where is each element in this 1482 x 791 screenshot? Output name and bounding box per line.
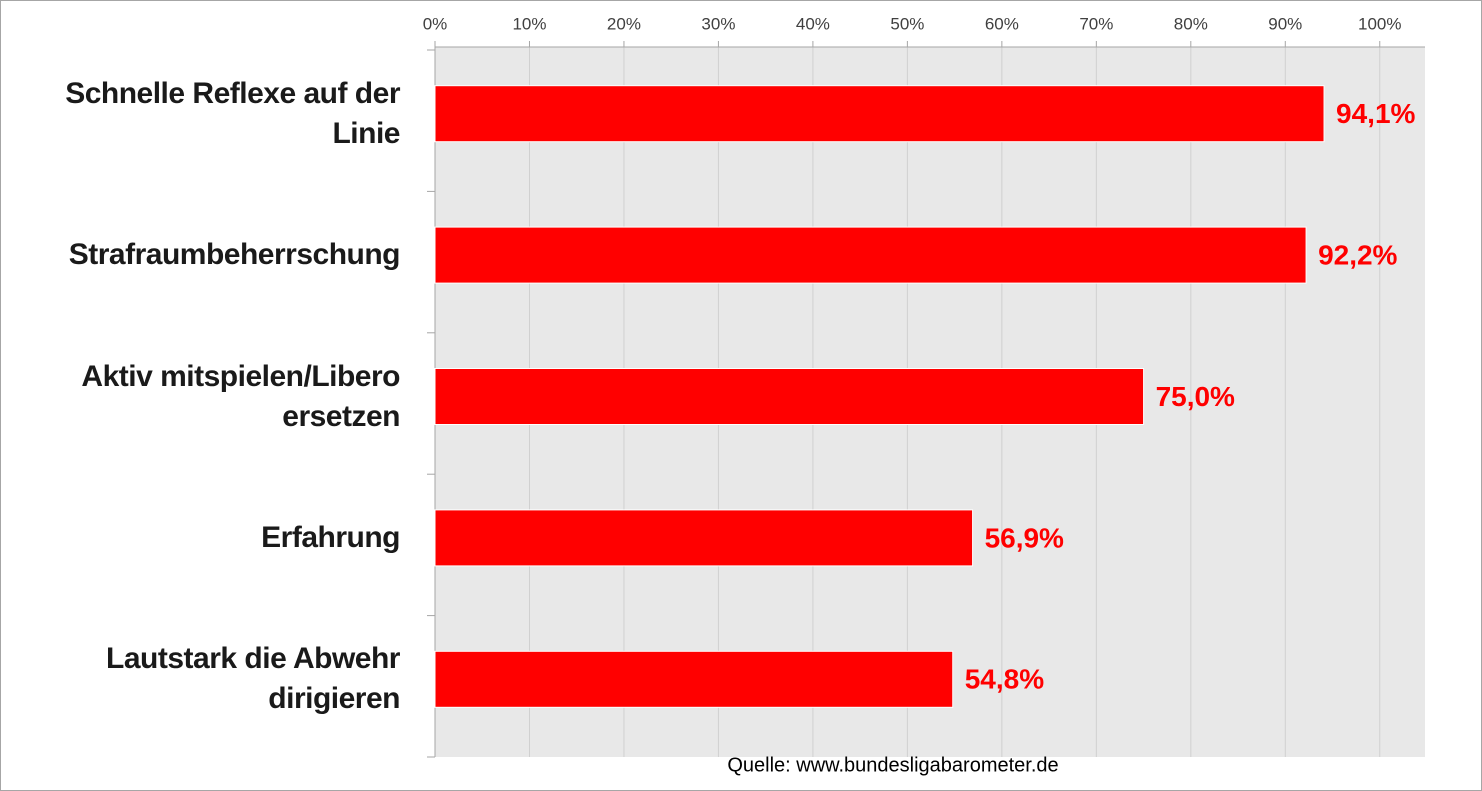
category-label: Strafraumbeherrschung (68, 238, 401, 272)
x-tick-label: 40% (796, 14, 830, 33)
category-label: Erfahrung (261, 520, 400, 554)
data-label: 54,8% (965, 664, 1044, 695)
x-tick-label: 90% (1268, 14, 1302, 33)
x-tick-label: 30% (701, 14, 735, 33)
data-label: 92,2% (1318, 239, 1397, 270)
data-label: 94,1% (1336, 98, 1415, 129)
x-tick-label: 50% (890, 14, 924, 33)
x-tick-label: 70% (1079, 14, 1113, 33)
x-tick-label: 80% (1174, 14, 1208, 33)
bar (434, 650, 954, 708)
data-label: 56,9% (985, 522, 1064, 553)
source: Quelle: www.bundesligabarometer.de (727, 754, 1058, 776)
bar (434, 368, 1145, 425)
category-label: Lautstark die Abwehr dirigieren (106, 642, 400, 716)
bar (434, 85, 1325, 143)
x-tick-label: 20% (607, 14, 641, 33)
x-tick-label: 10% (512, 14, 546, 33)
category-label: Schnelle Reflexe auf der Linie (65, 76, 400, 150)
bar (434, 226, 1307, 284)
x-tick-label: 60% (985, 14, 1019, 33)
category-label: Aktiv mitspielen/Libero ersetzen (81, 359, 400, 433)
x-tick-label: 100% (1358, 14, 1401, 33)
bar (434, 509, 974, 567)
data-label: 75,0% (1156, 381, 1235, 412)
x-tick-label: 0% (423, 14, 448, 33)
